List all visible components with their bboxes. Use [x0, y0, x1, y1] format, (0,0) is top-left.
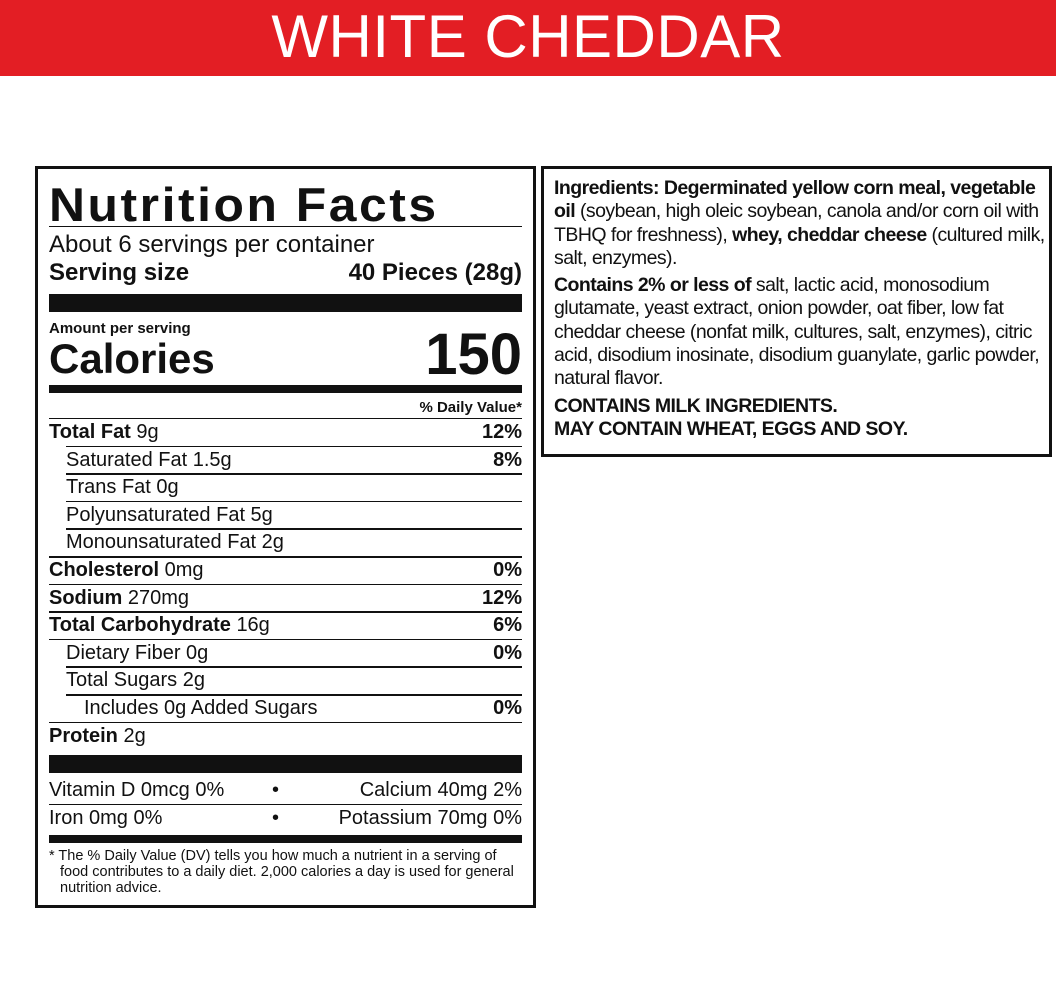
divider	[49, 611, 522, 613]
ingredients-text: salt, lactic acid, monosodium glutamate,…	[554, 274, 1040, 390]
divider	[49, 418, 522, 419]
nutrient-amount: 16g	[236, 614, 270, 637]
amount-per-serving: Amount per serving	[49, 320, 191, 337]
nutrient-row: Total Sugars 2g	[49, 667, 522, 694]
medium-divider	[49, 385, 522, 393]
nutrient-row: Polyunsaturated Fat 5g	[49, 502, 522, 529]
nutrient-row: Cholesterol 0mg 0%	[49, 557, 522, 584]
potassium: Potassium 70mg 0%	[338, 807, 522, 829]
product-banner: WHITE CHEDDAR	[0, 0, 1056, 76]
ingredients-bold: Ingredients: Degerminated yellow corn me…	[554, 177, 1036, 223]
divider	[66, 694, 522, 696]
nutrient-name: Saturated Fat 1.5g	[66, 448, 232, 471]
divider	[66, 528, 522, 530]
nutrient-amount: 270mg	[127, 586, 190, 609]
nutrient-amount: 2g	[123, 724, 146, 747]
daily-value-percent: 0%	[493, 697, 522, 719]
divider	[66, 666, 522, 668]
daily-value-percent: 12%	[481, 421, 522, 443]
divider	[49, 226, 522, 227]
servings-per-container: About 6 servings per container	[49, 231, 375, 258]
nutrient-label: Sodium	[49, 586, 123, 609]
ingredients-text: (cultured milk, salt, enzymes).	[554, 223, 1045, 269]
ingredients-text: (soybean, high oleic soybean, canola and…	[554, 200, 1039, 246]
daily-value-percent: 0%	[493, 641, 522, 664]
divider	[66, 500, 522, 503]
nutrient-name: Monounsaturated Fat 2g	[66, 531, 284, 554]
nutrient-row: Dietary Fiber 0g 0%	[49, 640, 522, 667]
medium-divider	[49, 835, 522, 843]
nutrient-label: Total Fat	[49, 421, 131, 443]
allergen-statement: CONTAINS MILK INGREDIENTS. MAY CONTAIN WH…	[554, 395, 1045, 442]
ingredients-bold: whey, cheddar cheese	[732, 223, 927, 246]
iron: Iron 0mg 0%	[49, 807, 163, 829]
divider	[49, 804, 522, 805]
nutrient-label: Cholesterol	[49, 559, 160, 581]
bullet: •	[272, 779, 280, 801]
divider	[66, 473, 522, 475]
divider	[49, 583, 522, 586]
nutrient-row: Sodium 270mg 12%	[49, 585, 522, 612]
nutrient-label: Protein	[49, 724, 118, 747]
calories-value: 150	[425, 322, 522, 387]
bullet: •	[272, 807, 280, 829]
nutrient-row: Total Carbohydrate 16g 6%	[49, 612, 522, 639]
daily-value-percent: 8%	[493, 448, 522, 471]
ingredients-panel: Ingredients: Degerminated yellow corn me…	[541, 166, 1052, 457]
nutrient-name: Total Sugars 2g	[66, 669, 205, 692]
serving-size-value: 40 Pieces (28g)	[348, 259, 522, 286]
ingredients-paragraph: Ingredients: Degerminated yellow corn me…	[554, 177, 1045, 270]
nutrient-name: Protein 2g	[49, 723, 146, 750]
nutrient-amount: 9g	[136, 421, 159, 443]
serving-size: Serving size 40 Pieces (28g)	[49, 259, 522, 287]
allergen-line: CONTAINS MILK INGREDIENTS.	[554, 394, 838, 417]
nutrient-row: Trans Fat 0g	[49, 474, 522, 501]
ingredients-bold: Contains 2% or less of	[554, 274, 752, 297]
nutrient-row: Monounsaturated Fat 2g	[49, 529, 522, 556]
divider	[66, 445, 522, 448]
nutrition-facts-panel: Nutrition Facts About 6 servings per con…	[35, 166, 536, 908]
daily-value-header: % Daily Value*	[419, 399, 522, 416]
nutrient-row: Protein 2g	[49, 723, 522, 750]
nutrient-row: Total Fat 9g 12%	[49, 419, 522, 446]
nutrient-name: Polyunsaturated Fat 5g	[66, 503, 273, 526]
divider	[49, 556, 522, 558]
nutrient-name: Cholesterol 0mg	[49, 557, 204, 584]
daily-value-percent: 12%	[481, 586, 522, 609]
product-name: WHITE CHEDDAR	[271, 3, 785, 70]
footnote-text: * The % Daily Value (DV) tells you how m…	[49, 848, 514, 896]
nutrient-amount: 0mg	[164, 559, 204, 581]
daily-value-percent: 0%	[493, 559, 522, 581]
nutrient-row: Includes 0g Added Sugars 0%	[49, 695, 522, 722]
nutrient-row: Saturated Fat 1.5g 8%	[49, 447, 522, 474]
divider	[49, 638, 522, 641]
vitamin-row: Vitamin D 0mcg 0% • Calcium 40mg 2%	[49, 777, 522, 804]
thick-divider	[49, 294, 522, 312]
vitamin-d: Vitamin D 0mcg 0%	[49, 779, 225, 801]
nutrient-name: Total Fat 9g	[49, 419, 159, 446]
nutrient-name: Dietary Fiber 0g	[66, 641, 209, 664]
nutrient-label: Total Carbohydrate	[49, 614, 231, 637]
thick-divider	[49, 755, 522, 773]
vitamin-row: Iron 0mg 0% • Potassium 70mg 0%	[49, 805, 522, 832]
allergen-line: MAY CONTAIN WHEAT, EGGS AND SOY.	[554, 417, 908, 440]
nutrition-title: Nutrition Facts	[49, 178, 439, 231]
serving-size-label: Serving size	[49, 259, 190, 286]
daily-value-percent: 6%	[493, 614, 522, 637]
footnote: * The % Daily Value (DV) tells you how m…	[49, 848, 522, 896]
minor-ingredients-paragraph: Contains 2% or less of salt, lactic acid…	[554, 274, 1045, 390]
calories-label: Calories	[49, 335, 215, 382]
nutrient-name: Trans Fat 0g	[66, 476, 179, 499]
nutrient-name: Includes 0g Added Sugars	[84, 697, 318, 719]
nutrient-name: Total Carbohydrate 16g	[49, 612, 270, 639]
nutrient-name: Sodium 270mg	[49, 585, 189, 612]
calcium: Calcium 40mg 2%	[359, 779, 522, 801]
divider	[49, 721, 522, 724]
